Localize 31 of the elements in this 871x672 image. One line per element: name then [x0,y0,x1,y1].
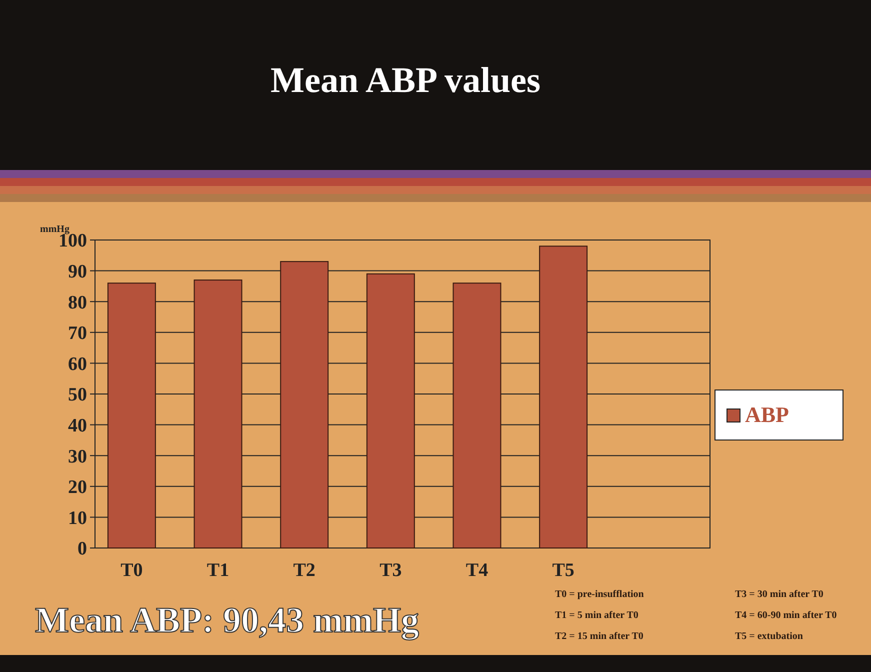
bar [194,280,242,548]
y-tick-label: 30 [68,446,87,468]
text: T4 = 60-90 min after T0 [735,610,837,621]
bar [539,246,588,548]
y-tick-label: 50 [68,384,87,406]
bar [452,282,502,548]
text: T1 = 5 min after T0 [555,610,638,621]
y-tick-label: 90 [68,261,87,282]
y-tick-label: 0 [78,538,87,560]
x-tick-label: T4 [466,560,489,581]
x-tick-label: T0 [120,560,143,581]
text: T3 = 30 min after T0 [735,589,824,600]
y-tick-label: 20 [68,477,87,498]
x-tick-label: T5 [552,560,574,581]
text: T2 = 15 min after T0 [555,631,644,642]
bar [366,273,415,548]
text: Mean ABP: 90,43 mmHg [35,600,419,640]
bar [107,282,156,548]
text: ABP [745,402,789,427]
y-tick-label: 10 [68,508,87,529]
y-tick-label: 60 [68,354,87,375]
text: T5 = extubation [735,631,804,642]
text: T0 = pre-insufflation [555,589,644,600]
x-tick-label: T3 [380,560,402,581]
chart-title: Mean ABP values [270,60,541,100]
bar [280,261,329,548]
x-tick-label: T2 [293,560,316,581]
x-tick-label: T1 [206,560,230,581]
y-tick-label: 70 [68,323,87,344]
y-tick-label: 80 [68,292,87,314]
y-tick-label: 40 [68,415,87,436]
